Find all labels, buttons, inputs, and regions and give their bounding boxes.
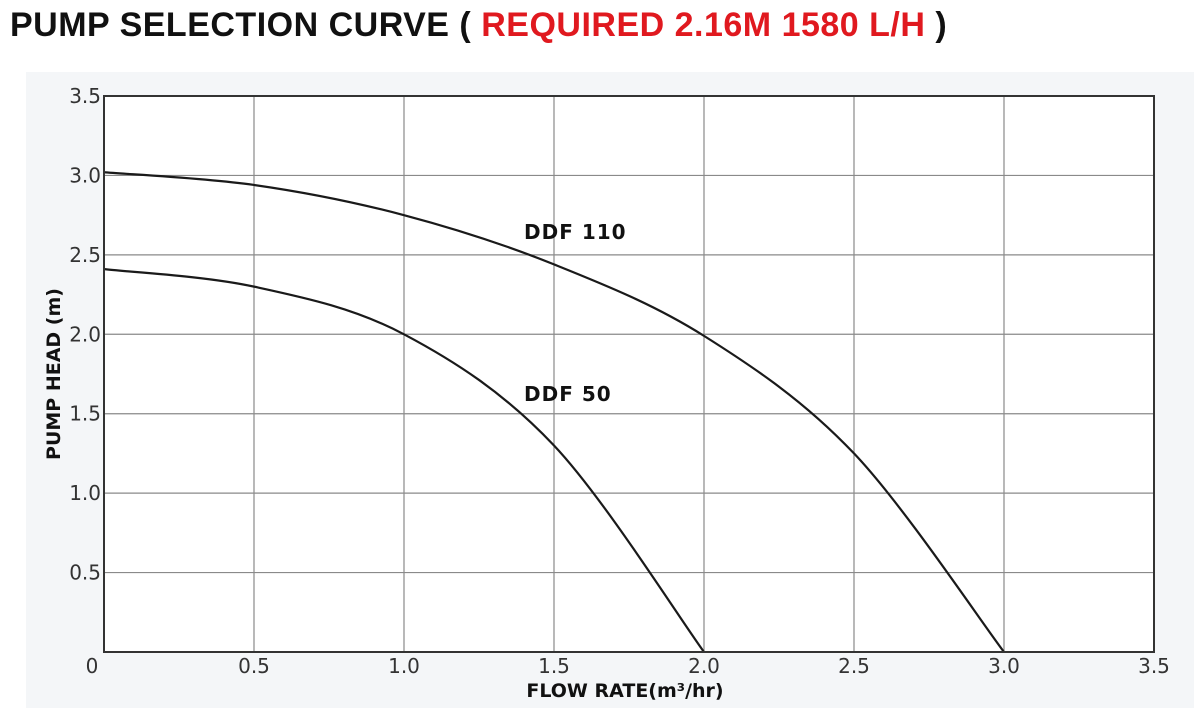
title-prefix: PUMP SELECTION CURVE (	[10, 6, 472, 44]
plot-frame	[103, 95, 1155, 653]
y-tick-label: 3.5	[69, 84, 101, 108]
title-suffix: )	[935, 6, 948, 44]
y-tick-label: 1.5	[69, 402, 101, 426]
x-axis-label: FLOW RATE(m³/hr)	[526, 680, 723, 702]
y-tick-label: 3.0	[69, 163, 101, 187]
y-axis-label: PUMP HEAD (m)	[43, 288, 65, 460]
curve-ddf-110	[103, 171, 1005, 653]
y-tick-label: 2.0	[69, 322, 101, 346]
x-tick-label: 1.5	[538, 654, 570, 678]
x-tick-label: 3.5	[1138, 654, 1170, 678]
x-tick-label: 2.5	[838, 654, 870, 678]
plot-area	[104, 96, 1154, 652]
series-label-ddf-50: DDF 50	[524, 382, 612, 406]
x-axis-ticks: 0 0.5 1.0 1.5 2.0 2.5 3.0 3.5	[86, 654, 1170, 678]
y-tick-label: 2.5	[69, 243, 101, 267]
x-tick-label: 3.0	[988, 654, 1020, 678]
y-tick-label: 0.5	[69, 561, 101, 585]
y-axis-ticks: 0.5 1.0 1.5 2.0 2.5 3.0 3.5	[69, 84, 101, 585]
curve-ddf-50	[103, 268, 705, 653]
x-tick-label: 1.0	[388, 654, 420, 678]
chart-title: PUMP SELECTION CURVE ( REQUIRED 2.16M 15…	[10, 6, 947, 45]
title-highlight: REQUIRED 2.16M 1580 L/H	[481, 6, 926, 44]
series-label-ddf-110: DDF 110	[524, 220, 627, 244]
x-tick-label: 2.0	[688, 654, 720, 678]
x-tick-label: 0.5	[238, 654, 270, 678]
y-tick-label: 1.0	[69, 481, 101, 505]
series-labels: DDF 110 DDF 50	[524, 220, 627, 406]
grid	[104, 96, 1154, 652]
x-tick-label: 0	[86, 654, 99, 678]
curves	[103, 171, 1005, 653]
